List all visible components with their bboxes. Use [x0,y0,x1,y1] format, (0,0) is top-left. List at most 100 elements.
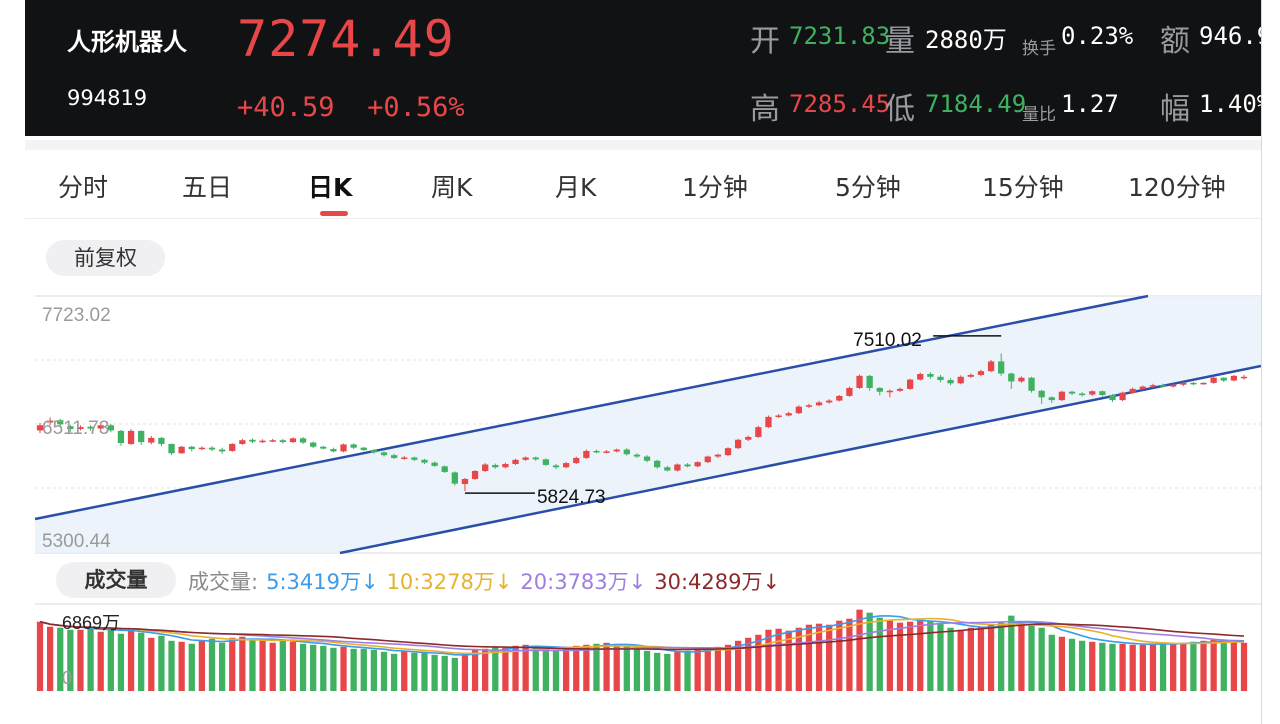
candle [299,438,307,443]
candle [522,457,529,460]
volume-bar [340,646,347,691]
volume-bar [249,638,256,691]
candle [613,449,620,452]
candle [370,450,378,453]
volume-bar [1018,624,1025,691]
candle [542,459,550,465]
volume-bar [1058,636,1066,691]
volume-bar [188,643,195,691]
trend-line-lower [339,364,1261,555]
volume-bar [906,621,914,691]
candle [441,466,448,472]
candle [239,440,246,444]
candle [1159,385,1167,387]
ma30-line [39,620,1245,651]
change-percent: +0.56% [367,92,465,123]
volume-bar [724,644,732,691]
price-change: +40.59 +0.56% [237,92,465,123]
volume-bar [218,642,226,691]
tab-120min[interactable]: 120分钟 [1128,173,1226,202]
tab-1min[interactable]: 1分钟 [682,173,748,202]
tab-intraday[interactable]: 分时 [58,173,109,202]
candle [1018,377,1025,382]
candle [1119,392,1126,401]
volume-bar [1048,634,1055,691]
candle [320,446,327,449]
kline-chart[interactable]: 7723.02 6511.73 5300.44 7510.02 5824.73 6869万… [0,0,1261,700]
candle [188,446,195,450]
candle [360,447,367,451]
candle [310,442,317,447]
candle [866,375,873,388]
candle [927,373,934,377]
candle [97,425,104,429]
volume-bar [36,621,44,691]
volume-bar [259,639,266,691]
adjust-button[interactable]: 前复权 [46,240,165,276]
candle [532,457,539,460]
volume-bar [613,644,620,691]
tab-weekly-k[interactable]: 周K [431,173,473,202]
volume-bar [957,629,964,691]
volume-bar [1038,627,1045,691]
candle [208,447,216,450]
candle [583,450,590,458]
candle [775,415,782,418]
tab-five-day[interactable]: 五日 [182,173,233,202]
volume-bar [1129,644,1136,691]
volume-legend-label: 成交量: [188,570,259,594]
tab-5min[interactable]: 5分钟 [835,173,901,202]
candle [1129,388,1136,393]
volume-button[interactable]: 成交量 [56,562,176,598]
candle [1038,390,1045,398]
trend-line-upper [34,294,1149,521]
volume-bar [117,633,125,691]
candle [947,380,954,384]
volume-bar [67,629,74,691]
tab-monthly-k[interactable]: 月K [555,173,597,202]
volume-bar [947,627,954,691]
volume-bar [1240,642,1248,691]
candle [218,449,226,452]
volume-bar [299,643,307,691]
volume-bar [208,638,216,691]
candle [1190,382,1197,385]
volume-bar [77,629,84,691]
candle [249,439,256,442]
volume-bar [552,649,560,691]
volume-bar [998,621,1005,691]
candle [684,464,691,467]
candle [148,437,155,443]
candle [1230,375,1238,381]
candle [1078,393,1086,396]
volume-bar [502,647,509,691]
trend-channel [35,296,1261,553]
volume-bar [401,650,408,691]
candle [117,430,125,444]
candle [876,387,883,392]
candle [279,440,286,443]
volume-bar [694,649,701,691]
volume-bar [279,640,286,691]
volume-bar [310,644,317,691]
stock-code: 994819 [67,86,148,110]
candle [492,464,499,468]
volume-bar [127,630,135,691]
tab-daily-k[interactable]: 日K [308,173,353,202]
candle [380,452,388,456]
volume-bar [1170,643,1177,691]
candle [1058,391,1066,401]
candle [67,426,74,430]
volume-bar [623,645,630,691]
volume-ma30: 30:4289万↓ [654,570,781,594]
volume-bar [57,627,64,691]
volume-bar [229,637,236,691]
volume-bar [654,652,661,691]
tab-15min[interactable]: 15分钟 [982,173,1064,202]
candle [603,451,610,453]
candle [917,373,924,380]
volume-bar [1149,643,1157,691]
candle [330,449,337,452]
volume-bar [815,623,823,691]
volume-bar [896,622,904,691]
